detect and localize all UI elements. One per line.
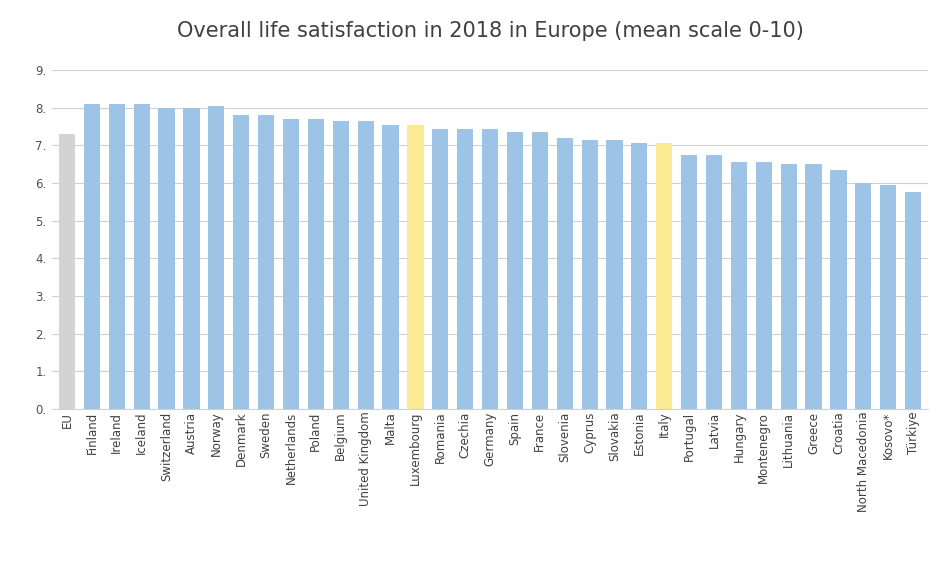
Bar (59, 134, 75, 409)
Bar (905, 193, 921, 409)
Bar (731, 162, 747, 409)
Bar (383, 124, 399, 409)
Bar (756, 162, 772, 409)
Bar (258, 115, 275, 409)
Bar (706, 154, 723, 409)
Bar (158, 107, 174, 409)
Bar (581, 140, 598, 409)
Bar (632, 143, 648, 409)
Bar (806, 164, 822, 409)
Bar (109, 104, 125, 409)
Bar (208, 106, 224, 409)
Bar (681, 154, 697, 409)
Bar (656, 143, 672, 409)
Title: Overall life satisfaction in 2018 in Europe (mean scale 0-10): Overall life satisfaction in 2018 in Eur… (177, 21, 803, 41)
Bar (606, 140, 622, 409)
Bar (407, 124, 423, 409)
Bar (283, 119, 299, 409)
Bar (134, 104, 150, 409)
Bar (855, 183, 871, 409)
Bar (557, 138, 573, 409)
Bar (507, 132, 523, 409)
Bar (358, 121, 374, 409)
Bar (880, 185, 896, 409)
Bar (308, 119, 324, 409)
Bar (532, 132, 548, 409)
Bar (233, 115, 249, 409)
Bar (482, 129, 498, 409)
Bar (780, 164, 796, 409)
Bar (457, 129, 474, 409)
Bar (432, 129, 448, 409)
Bar (831, 170, 847, 409)
Bar (84, 104, 100, 409)
Bar (332, 121, 348, 409)
Bar (184, 107, 200, 409)
